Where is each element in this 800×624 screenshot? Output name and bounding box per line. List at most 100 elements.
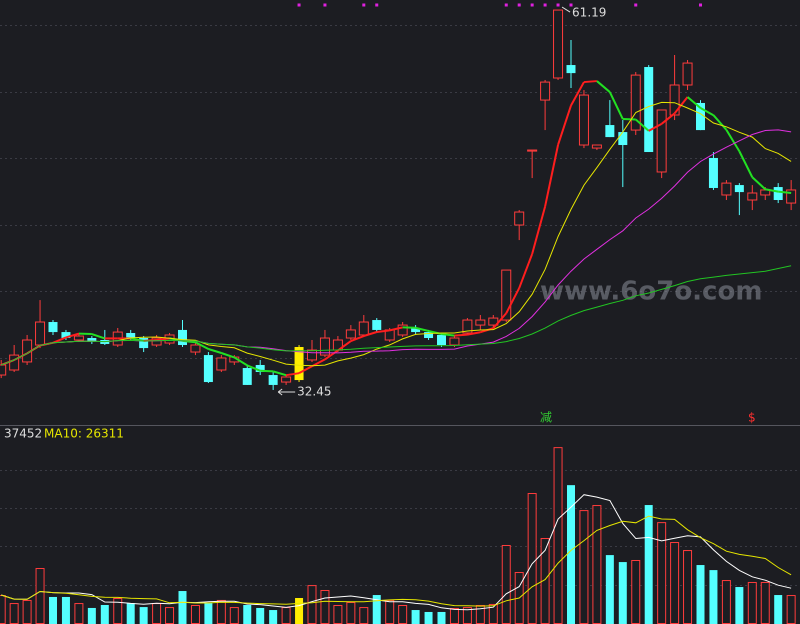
- candle-body: [397, 324, 408, 336]
- ma-segment: [518, 253, 534, 289]
- candle-body: [61, 332, 71, 339]
- signal-dot: [517, 3, 521, 7]
- volume-bar: [333, 604, 343, 624]
- volume-bar: [35, 568, 45, 624]
- volume-bar: [449, 607, 459, 624]
- ma-segment: [648, 122, 663, 132]
- candle-body: [578, 94, 589, 146]
- ma-segment: [389, 326, 403, 332]
- candle-body: [358, 321, 369, 336]
- volume-bar: [0, 595, 6, 624]
- candle-body: [139, 338, 149, 349]
- volume-bar: [527, 493, 537, 624]
- volume-bar: [320, 589, 330, 624]
- ma-segment: [544, 144, 560, 207]
- high-arrow: [561, 6, 571, 13]
- candle-body: [216, 357, 227, 371]
- volume-bar: [644, 505, 653, 624]
- volume-bar: [243, 604, 252, 624]
- candle-body: [669, 84, 680, 116]
- ma-segment: [725, 129, 741, 152]
- volume-bar: [100, 604, 109, 624]
- ma-segment: [635, 118, 650, 132]
- volume-bar: [229, 607, 239, 624]
- candle-body: [475, 319, 486, 326]
- candle-body: [786, 189, 797, 204]
- volume-bar: [61, 596, 70, 624]
- candle-body: [319, 337, 330, 356]
- volume-bar: [281, 607, 291, 624]
- watermark: www.6o7o.com: [540, 277, 762, 307]
- candle-body: [644, 67, 654, 153]
- volume-bar: [735, 587, 744, 624]
- volume-bar: [295, 598, 304, 624]
- volume-bar: [74, 603, 84, 624]
- volume-bar: [9, 603, 19, 624]
- volume-bar: [204, 603, 213, 624]
- volume-bar: [670, 542, 680, 624]
- candle-body: [203, 355, 213, 383]
- ma-segment: [363, 331, 378, 337]
- low-label: 32.45: [297, 384, 331, 398]
- volume-bar: [786, 595, 796, 624]
- candle-body: [151, 337, 162, 346]
- candle-body: [281, 376, 292, 383]
- volume-bar: [721, 580, 731, 624]
- candle-body: [372, 320, 382, 330]
- candle-body: [656, 109, 667, 173]
- volume-bar: [592, 505, 602, 624]
- signal-dot: [362, 3, 366, 7]
- ma-segment: [738, 150, 754, 178]
- ma-segment: [570, 81, 585, 106]
- candle-body: [437, 334, 446, 346]
- candle-body: [242, 368, 252, 385]
- candle-body: [424, 332, 434, 339]
- candle-body: [255, 364, 265, 372]
- ma-segment: [596, 80, 611, 93]
- volume-bar: [553, 447, 563, 624]
- volume-bar: [87, 607, 96, 624]
- grid: [0, 25, 800, 586]
- volume-bar: [424, 611, 433, 624]
- volume-bar: [398, 604, 408, 624]
- volume-bar: [605, 555, 614, 624]
- volume-bar: [49, 596, 57, 624]
- ma-segment: [91, 333, 106, 340]
- volume-bar: [269, 610, 278, 624]
- volume-bar: [385, 599, 395, 624]
- ma-segment: [246, 364, 261, 372]
- signal-dot: [556, 3, 560, 7]
- volume-bar: [22, 599, 32, 624]
- candle-body: [696, 102, 705, 131]
- signal-dot: [543, 3, 547, 7]
- signal: $: [748, 411, 756, 425]
- volume-bar: [437, 611, 446, 624]
- candle-body: [87, 338, 97, 342]
- candle-body: [73, 335, 84, 341]
- candle-body: [630, 74, 641, 131]
- ma-segment: [221, 352, 235, 359]
- ma-segment: [415, 326, 429, 332]
- ma-segment: [376, 329, 390, 333]
- volume-bar: [567, 485, 575, 624]
- candle-body: [618, 132, 628, 146]
- signal-dot: [634, 3, 638, 7]
- ma-segment: [285, 372, 300, 377]
- ma-segment: [454, 333, 468, 337]
- volume-bar: [760, 581, 770, 624]
- volume-bar: [774, 595, 783, 624]
- ma-segment: [531, 206, 547, 255]
- candle-body: [566, 65, 576, 74]
- candle-body: [682, 62, 693, 86]
- candle-body: [126, 332, 136, 339]
- volume-ma-line: [1, 515, 792, 607]
- candle-body: [190, 344, 201, 353]
- volume-bar: [190, 604, 200, 624]
- volume-ma-text: MA10: 26311: [44, 427, 124, 441]
- volume-bar: [411, 610, 420, 624]
- candle-body: [294, 347, 304, 381]
- signal-dot: [699, 3, 702, 7]
- candle-body: [411, 327, 421, 333]
- volume-ma-line: [1, 494, 792, 611]
